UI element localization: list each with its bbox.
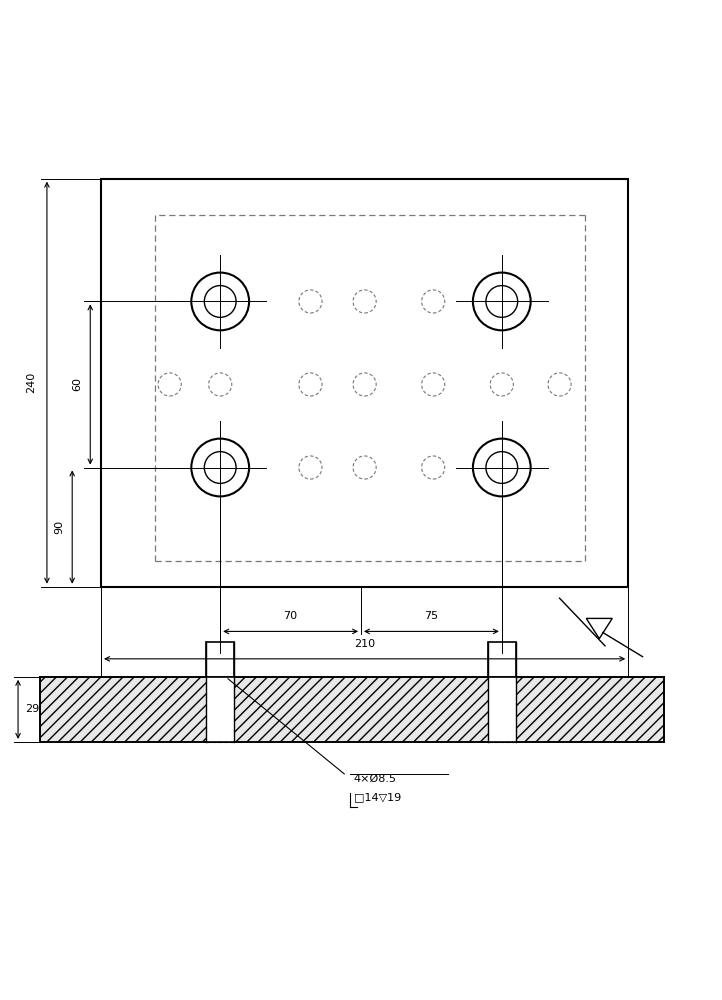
Bar — [488, 677, 516, 742]
Text: 60: 60 — [72, 377, 82, 391]
Text: 4×Ø8.5: 4×Ø8.5 — [354, 774, 397, 784]
Bar — [206, 677, 234, 742]
Bar — [488, 642, 516, 677]
Text: □14▽19: □14▽19 — [354, 792, 401, 802]
Bar — [206, 642, 234, 677]
Text: 90: 90 — [54, 520, 64, 534]
Text: 240: 240 — [26, 372, 36, 393]
Bar — [488, 642, 516, 677]
Polygon shape — [586, 618, 612, 639]
Text: 210: 210 — [354, 639, 375, 649]
Bar — [40, 677, 664, 742]
Text: 29: 29 — [25, 704, 40, 714]
Bar — [101, 179, 628, 587]
Text: 75: 75 — [425, 611, 438, 621]
Bar — [206, 642, 234, 677]
Text: 70: 70 — [284, 611, 297, 621]
